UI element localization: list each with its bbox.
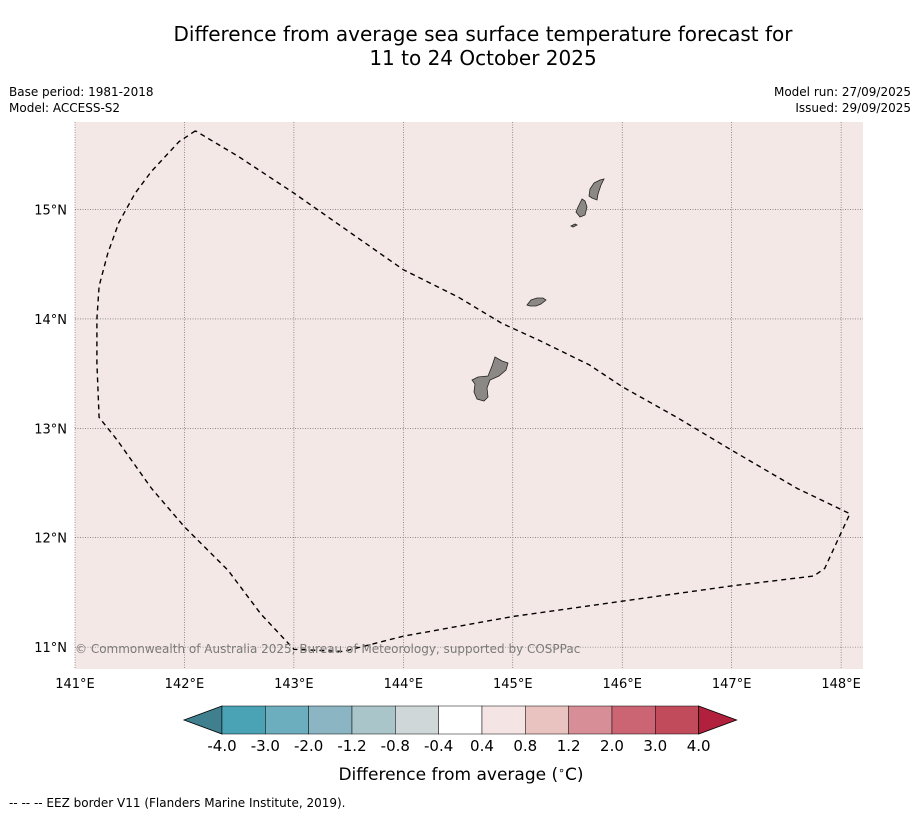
longitude-tick-label: 146°E: [602, 677, 642, 692]
meta-right: Model run: 27/09/2025 Issued: 29/09/2025: [774, 84, 911, 116]
longitude-tick-label: 145°E: [493, 677, 533, 692]
colorbar-tick-label: 2.0: [600, 737, 624, 755]
issued-date: Issued: 29/09/2025: [795, 101, 911, 115]
colorbar-segment: [655, 705, 699, 735]
latitude-tick-label: 13°N: [34, 422, 67, 437]
map-title-line2: 11 to 24 October 2025: [369, 46, 597, 70]
colorbar-segment: [221, 705, 266, 735]
colorbar-tick-label: 1.2: [557, 737, 581, 755]
colorbar-segment: [481, 705, 526, 735]
colorbar-segment: [611, 705, 656, 735]
colorbar-label: Difference from average (∘C): [338, 764, 583, 785]
island-tinian: [575, 198, 588, 218]
colorbar-segment: [568, 705, 613, 735]
map-title: Difference from average sea surface temp…: [0, 22, 919, 70]
latitude-tick-label: 11°N: [34, 641, 67, 656]
graticule: [74, 122, 863, 669]
colorbar: [182, 705, 738, 735]
island-rota: [526, 297, 547, 307]
longitude-tick-label: 147°E: [712, 677, 752, 692]
island-guam: [471, 356, 509, 402]
colorbar-segment: [308, 705, 353, 735]
colorbar-tick-label: 0.8: [513, 737, 537, 755]
colorbar-tick-label: -0.4: [424, 737, 453, 755]
island-saipan: [588, 178, 605, 201]
longitude-tick-label: 148°E: [821, 677, 861, 692]
colorbar-segment: [525, 705, 569, 735]
colorbar-tick-label: -0.8: [381, 737, 410, 755]
colorbar-tick-label: 0.4: [470, 737, 494, 755]
longitude-tick-labels: 141°E 142°E 143°E 144°E 145°E 146°E 147°E 148°E: [55, 677, 861, 692]
colorbar-tick-label: 3.0: [643, 737, 667, 755]
latitude-tick-label: 14°N: [34, 313, 67, 328]
base-period: Base period: 1981-2018: [9, 85, 154, 99]
model-name: Model: ACCESS-S2: [9, 101, 121, 115]
ocean-background: [75, 122, 863, 669]
latitude-tick-labels: 11°N 12°N 13°N 14°N 15°N: [34, 204, 67, 657]
longitude-tick-label: 142°E: [165, 677, 205, 692]
longitude-tick-label: 144°E: [384, 677, 424, 692]
island-aguijan: [570, 223, 578, 228]
colorbar-tick-label: -4.0: [207, 737, 236, 755]
latitude-tick-label: 15°N: [34, 204, 67, 219]
colorbar-segment: [438, 705, 483, 735]
land-masses: [471, 178, 605, 402]
copyright-notice: © Commonwealth of Australia 2025, Bureau…: [75, 642, 580, 656]
longitude-tick-label: 141°E: [55, 677, 95, 692]
map-title-line1: Difference from average sea surface temp…: [173, 22, 793, 46]
colorbar-tick-label: 4.0: [687, 737, 711, 755]
colorbar-tick-labels: -4.0 -3.0 -2.0 -1.2 -0.8 -0.4 0.4 0.8 1.2 2.0 3.0 4…: [207, 737, 710, 755]
colorbar-tick-label: -2.0: [294, 737, 323, 755]
colorbar-tick-label: -1.2: [337, 737, 366, 755]
colorbar-segment: [351, 705, 396, 735]
longitude-tick-label: 143°E: [274, 677, 314, 692]
model-run: Model run: 27/09/2025: [773, 85, 911, 99]
latitude-tick-label: 12°N: [34, 532, 67, 547]
colorbar-segment: [395, 705, 439, 735]
footnote: -- -- -- EEZ border V11 (Flanders Marine…: [9, 796, 346, 810]
colorbar-extend-high: [698, 705, 738, 735]
colorbar-segment: [265, 705, 309, 735]
colorbar-tick-label: -3.0: [251, 737, 280, 755]
meta-left: Base period: 1981-2018 Model: ACCESS-S2: [9, 84, 154, 116]
colorbar-extend-low: [182, 705, 223, 735]
